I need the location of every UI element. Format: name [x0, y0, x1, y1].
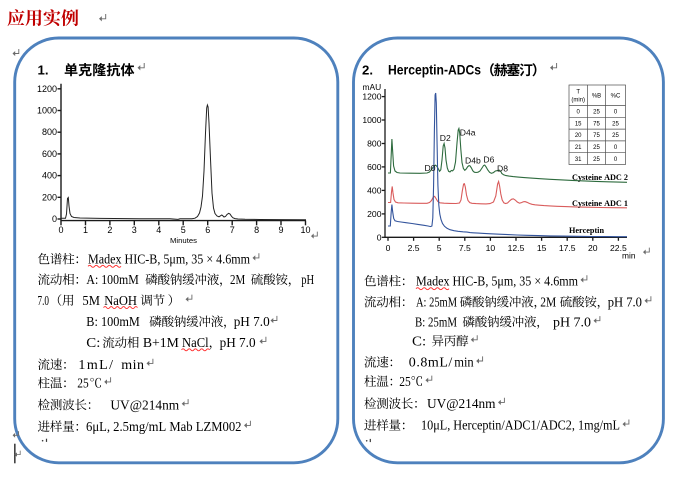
svg-text:0.8mL/: 0.8mL/ [409, 356, 453, 371]
svg-text:pH: pH [301, 273, 314, 288]
svg-text:%B: %B [592, 94, 601, 100]
svg-text:800: 800 [367, 139, 382, 149]
svg-text:D4a: D4a [460, 127, 476, 137]
svg-text:D4b: D4b [465, 155, 481, 165]
svg-text:75: 75 [593, 133, 600, 139]
svg-text:21: 21 [575, 145, 582, 151]
svg-text:C:: C: [86, 336, 100, 351]
svg-text:10μL, Herceptin/ADC1/ADC2, 1mg: 10μL, Herceptin/ADC1/ADC2, 1mg/mL [421, 419, 620, 434]
svg-text:2: 2 [107, 225, 112, 235]
svg-text:0: 0 [386, 243, 391, 253]
svg-text:mAU: mAU [363, 82, 382, 92]
svg-text:20: 20 [588, 243, 598, 253]
svg-text:B+1M: B+1M [143, 336, 180, 351]
svg-text:Madex HIC-B, 5μm, 35 × 4.6mm: Madex HIC-B, 5μm, 35 × 4.6mm [88, 253, 250, 268]
svg-text:9: 9 [278, 225, 283, 235]
svg-text:1.: 1. [38, 63, 49, 78]
svg-text:5: 5 [181, 225, 186, 235]
svg-text:4: 4 [156, 225, 161, 235]
svg-text:1000: 1000 [37, 106, 57, 116]
svg-text:75: 75 [593, 121, 600, 127]
svg-text:600: 600 [42, 149, 57, 159]
svg-text:Herceptin-ADCs: Herceptin-ADCs [388, 63, 481, 78]
svg-text:25: 25 [399, 375, 411, 390]
svg-text:15: 15 [575, 121, 582, 127]
svg-text:0: 0 [58, 225, 63, 235]
svg-text:7: 7 [230, 225, 235, 235]
svg-text:5M: 5M [82, 294, 100, 309]
svg-text:25: 25 [612, 133, 619, 139]
svg-text:2M: 2M [540, 295, 556, 310]
svg-text:10: 10 [300, 225, 310, 235]
svg-text:600: 600 [367, 162, 382, 172]
svg-text:15: 15 [537, 243, 547, 253]
svg-text:NaCl: NaCl [182, 336, 209, 351]
svg-text:1mL/: 1mL/ [78, 358, 113, 373]
svg-text:0: 0 [614, 110, 618, 116]
svg-text:pH 7.0: pH 7.0 [234, 315, 270, 330]
svg-text:7.5: 7.5 [459, 243, 471, 253]
svg-text:25: 25 [612, 121, 619, 127]
svg-text:8: 8 [254, 225, 259, 235]
svg-text:Madex HIC-B, 5μm, 35 × 4.6mm: Madex HIC-B, 5μm, 35 × 4.6mm [416, 275, 578, 290]
svg-text:A: 100mM: A: 100mM [86, 273, 139, 288]
svg-text:3: 3 [132, 225, 137, 235]
svg-text:Cysteine ADC 1: Cysteine ADC 1 [572, 199, 628, 208]
svg-text:A: 25mM: A: 25mM [416, 295, 457, 310]
svg-text:1000: 1000 [362, 115, 381, 125]
svg-text:1: 1 [83, 225, 88, 235]
svg-text:0: 0 [52, 214, 57, 224]
svg-text:NaOH: NaOH [104, 294, 137, 309]
svg-text:D2: D2 [440, 133, 451, 143]
svg-text:0: 0 [614, 157, 618, 163]
svg-text:pH 7.0: pH 7.0 [553, 315, 591, 330]
svg-text:7.0: 7.0 [38, 294, 50, 309]
svg-text:min: min [622, 251, 636, 261]
svg-text:200: 200 [42, 192, 57, 202]
svg-text:20: 20 [575, 133, 582, 139]
svg-text:B: 100mM: B: 100mM [86, 315, 140, 330]
svg-text:0: 0 [614, 145, 618, 151]
svg-text:400: 400 [42, 171, 57, 181]
svg-text:5: 5 [437, 243, 442, 253]
svg-text:1200: 1200 [37, 84, 57, 94]
svg-text:D0: D0 [425, 163, 436, 173]
svg-text:Herceptin: Herceptin [569, 226, 604, 235]
svg-text:25: 25 [593, 145, 600, 151]
svg-text:6: 6 [205, 225, 210, 235]
svg-text:800: 800 [42, 127, 57, 137]
svg-text:B: 25mM: B: 25mM [415, 315, 457, 330]
svg-text:D6: D6 [483, 155, 494, 165]
svg-text:pH 7.0: pH 7.0 [608, 295, 642, 310]
svg-text:22.5: 22.5 [610, 243, 627, 253]
svg-text:0: 0 [377, 232, 382, 242]
svg-text:200: 200 [367, 209, 382, 219]
svg-text:25: 25 [593, 157, 600, 163]
svg-text:25: 25 [593, 110, 600, 116]
svg-text:400: 400 [367, 185, 382, 195]
svg-text:6μL, 2.5mg/mL Mab LZM002: 6μL, 2.5mg/mL Mab LZM002 [86, 420, 242, 435]
svg-text:17.5: 17.5 [559, 243, 576, 253]
svg-text:UV@214nm: UV@214nm [110, 398, 179, 413]
svg-text:UV@214nm: UV@214nm [427, 397, 496, 412]
svg-text:12.5: 12.5 [508, 243, 525, 253]
svg-text:2.: 2. [362, 63, 373, 78]
svg-text:T: T [576, 90, 580, 96]
svg-text:min: min [454, 356, 474, 371]
svg-text:25: 25 [77, 377, 88, 392]
svg-text:%C: %C [611, 94, 621, 100]
svg-text:0: 0 [577, 110, 581, 116]
svg-text:1200: 1200 [362, 92, 381, 102]
svg-text:Cysteine ADC 2: Cysteine ADC 2 [572, 173, 628, 182]
svg-text:min: min [121, 358, 144, 373]
svg-text:31: 31 [575, 157, 582, 163]
svg-text:(min): (min) [571, 98, 585, 104]
svg-text:Minutes: Minutes [170, 236, 197, 245]
svg-text:10: 10 [486, 243, 496, 253]
svg-text:C:: C: [412, 334, 426, 349]
svg-text:2M: 2M [230, 273, 246, 288]
svg-text:D8: D8 [497, 163, 508, 173]
svg-text:pH 7.0: pH 7.0 [220, 336, 256, 351]
svg-text:2.5: 2.5 [408, 243, 420, 253]
